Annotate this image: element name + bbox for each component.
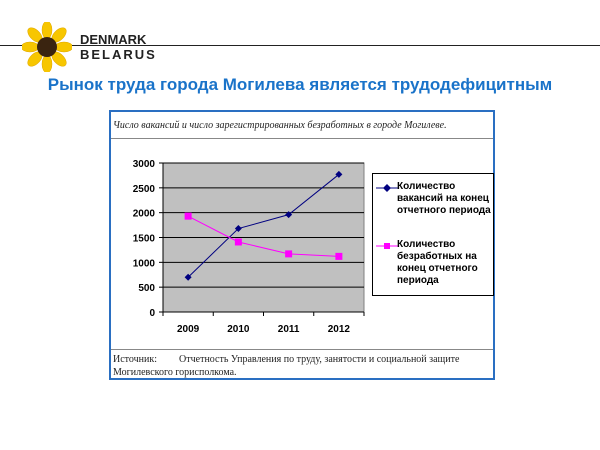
y-tick-label: 3000: [133, 159, 156, 170]
chart-legend: Количество вакансий на конец отчетного п…: [372, 173, 494, 296]
series-line-0: [187, 174, 340, 278]
chart-title: Число вакансий и число зарегистрированны…: [113, 120, 447, 131]
line-chart: 0 500 1000 1500 2000 2500 3000 2009 2010 2011 2012: [133, 159, 365, 335]
y-tick-label: 1000: [133, 258, 156, 269]
data-point-unemployed: [335, 252, 343, 260]
data-point-unemployed: [184, 212, 192, 220]
header-rule: [0, 45, 600, 46]
y-tick-label: 500: [138, 283, 155, 294]
x-tick-label: 2012: [328, 324, 351, 335]
source-note: Источник: Отчетность Управления по труду,…: [113, 353, 493, 379]
legend-marker-vacancies: [376, 184, 398, 192]
data-point-unemployed: [285, 250, 293, 258]
page-title: Рынок труда города Могилева является тру…: [47, 75, 553, 94]
y-tick-label: 2000: [133, 209, 156, 220]
x-tick-label: 2011: [278, 324, 300, 335]
data-point-vacancies: [335, 170, 343, 178]
y-tick-label: 0: [149, 308, 155, 319]
sunflower-logo-icon: [22, 22, 72, 72]
source-text: Отчетность Управления по труду, занятост…: [113, 354, 460, 378]
data-point-vacancies: [184, 273, 192, 281]
y-tick-label: 1500: [133, 234, 156, 245]
data-point-vacancies: [285, 211, 293, 219]
legend-label-vacancies: Количество вакансий на конец отчетного п…: [397, 181, 491, 216]
brand-belarus: BELARUS: [80, 47, 157, 62]
source-label: Источник:: [113, 354, 158, 365]
series-line-1: [187, 215, 339, 257]
y-tick-label: 2500: [133, 184, 156, 195]
legend-label-unemployed: Количество безработных на конец отчетног…: [397, 239, 478, 286]
legend-marker-unemployed: [376, 243, 398, 249]
chart-frame: Число вакансий и число зарегистрированны…: [109, 110, 495, 380]
caption-divider: [111, 138, 493, 139]
brand-denmark: DENMARK: [80, 32, 147, 47]
x-tick-label: 2010: [227, 324, 250, 335]
x-tick-label: 2009: [177, 324, 200, 335]
data-point-unemployed: [234, 238, 242, 246]
source-divider: [111, 349, 493, 350]
data-point-vacancies: [234, 225, 242, 233]
